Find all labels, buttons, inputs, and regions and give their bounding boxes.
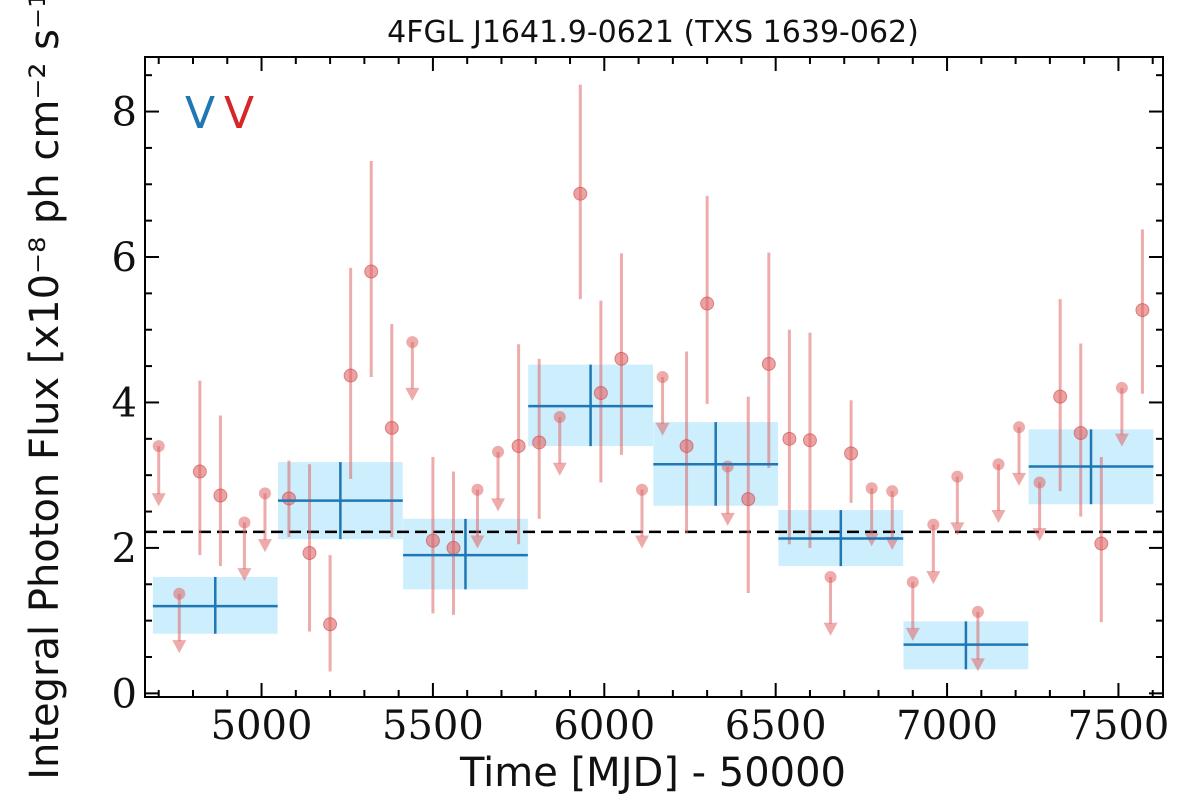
legend-marker-long-bins: V <box>185 88 215 139</box>
upper-limit-arrow <box>405 387 420 401</box>
chart-title: 4FGL J1641.9-0621 (TXS 1639-062) <box>387 15 919 50</box>
x-tick-label: 5000 <box>211 703 313 749</box>
upper-limit-arrow <box>720 512 735 526</box>
short-bin-point <box>782 431 797 446</box>
upper-limit-point <box>927 518 940 531</box>
short-bin-point <box>384 420 399 435</box>
y-tick-label: 0 <box>112 671 137 717</box>
x-tick-label: 5500 <box>382 703 484 749</box>
upper-limit-point <box>1033 476 1046 489</box>
short-bin-point <box>302 546 317 560</box>
upper-limit-arrow <box>172 640 187 654</box>
upper-limit-point <box>992 458 1005 471</box>
upper-limit-arrow <box>991 510 1006 523</box>
short-bin-point <box>364 264 379 279</box>
upper-limit-point <box>152 440 165 453</box>
short-bin-point <box>1094 536 1109 551</box>
short-bin-point <box>343 368 358 383</box>
upper-limit-point <box>1115 381 1128 394</box>
x-tick-label: 6000 <box>553 703 655 749</box>
upper-limit-point <box>1013 421 1026 434</box>
legend-marker-short-bins: V <box>224 88 254 139</box>
upper-limit-arrow <box>885 536 900 550</box>
short-bin-point <box>614 351 629 366</box>
y-axis-label: Integral Photon Flux [x10⁻⁸ ph cm⁻² s⁻¹] <box>22 0 68 780</box>
upper-limit-point <box>721 460 734 473</box>
short-bin-point <box>213 488 228 503</box>
y-tick-label: 2 <box>112 526 137 572</box>
short-bin-point <box>761 356 776 371</box>
upper-limit-point <box>238 516 251 529</box>
short-bin-point <box>1053 389 1068 404</box>
upper-limit-arrow <box>237 568 252 582</box>
upper-limit-arrow <box>1114 433 1129 447</box>
upper-limit-point <box>553 411 566 423</box>
short-bin-point <box>593 386 608 400</box>
upper-limit-arrow <box>257 539 272 553</box>
upper-limit-arrow <box>151 493 166 507</box>
legend-markers: V V <box>185 88 254 139</box>
x-tick-label: 6500 <box>725 703 827 749</box>
upper-limit-arrow <box>1012 472 1027 486</box>
short-bin-point <box>741 492 756 507</box>
upper-limit-point <box>258 487 271 500</box>
short-bin-point <box>511 439 526 454</box>
y-tick-label: 6 <box>112 235 137 281</box>
upper-limit-point <box>406 336 419 349</box>
upper-limit-arrow <box>823 622 838 636</box>
short-bin-point <box>1073 426 1088 440</box>
upper-limit-arrow <box>491 498 506 512</box>
short-bin-point <box>802 433 817 448</box>
y-tick-label: 4 <box>112 380 137 426</box>
short-bin-point <box>446 540 461 555</box>
upper-limit-arrow <box>864 533 879 547</box>
x-tick-label: 7500 <box>1068 703 1170 749</box>
short-bin-point <box>425 533 440 548</box>
upper-limit-arrow <box>970 658 985 672</box>
upper-limit-point <box>824 571 837 583</box>
short-bin-point <box>700 296 715 311</box>
x-tick-label: 7000 <box>896 703 998 749</box>
x-axis-label: Time [MJD] - 50000 <box>459 750 846 796</box>
short-bin-point <box>573 186 588 201</box>
upper-limit-point <box>471 483 484 496</box>
short-bin-point <box>532 435 547 450</box>
short-bin-point <box>323 617 338 632</box>
upper-limit-point <box>906 576 919 589</box>
upper-limit-arrow <box>470 535 485 549</box>
upper-limit-arrow <box>905 627 920 641</box>
short-bin-point <box>679 439 694 454</box>
short-bin-point <box>281 491 296 506</box>
upper-limit-point <box>865 482 878 495</box>
upper-limit-point <box>971 605 984 618</box>
plot-area: 5000 5500 6000 6500 7000 7500 0 2 4 6 8 <box>112 56 1170 749</box>
upper-limit-point <box>951 470 964 483</box>
upper-limit-point <box>173 587 186 600</box>
upper-limit-arrow <box>655 422 670 436</box>
upper-limit-arrow <box>926 571 941 585</box>
upper-limit-arrow <box>950 522 965 536</box>
upper-limit-point <box>656 371 669 383</box>
upper-limit-arrow <box>1032 528 1047 542</box>
y-tick-label: 8 <box>112 90 137 136</box>
upper-limit-point <box>886 485 899 498</box>
short-bin-point <box>192 464 207 479</box>
upper-limit-arrow <box>552 462 567 476</box>
short-bin-point <box>844 446 859 461</box>
upper-limit-point <box>492 445 505 458</box>
upper-limit-arrow <box>635 535 650 549</box>
short-bin-point <box>1135 303 1150 318</box>
axes-frame <box>144 56 1164 698</box>
upper-limit-point <box>636 483 649 496</box>
